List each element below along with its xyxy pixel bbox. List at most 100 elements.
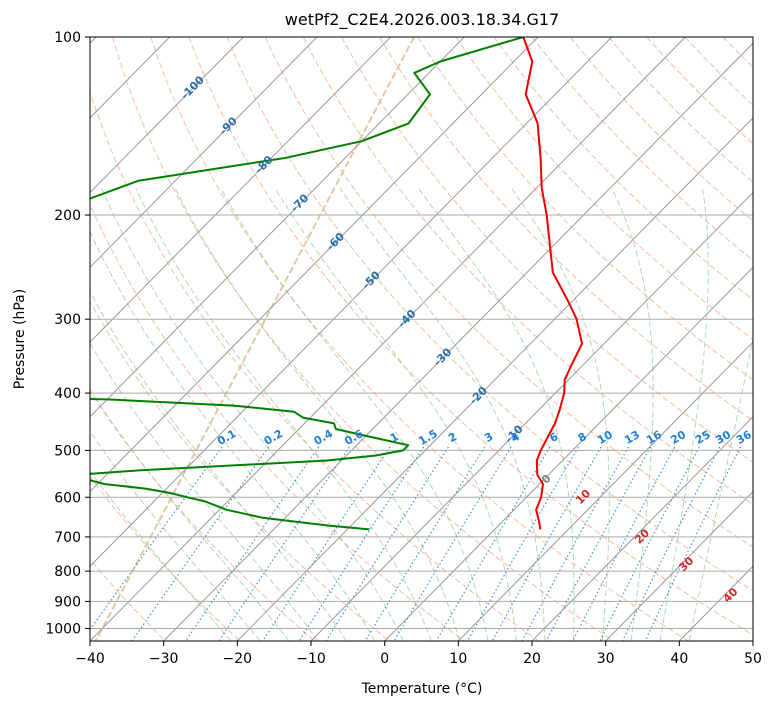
mixing-ratio-label: 25 xyxy=(693,428,713,447)
y-tick-label: 100 xyxy=(54,30,81,46)
moist-adiabat-line xyxy=(90,342,319,641)
isotherm-line xyxy=(163,42,753,641)
moist-adiabat-line xyxy=(90,388,290,641)
mixing-ratio-line xyxy=(644,446,742,641)
y-tick-label: 800 xyxy=(54,564,81,580)
moist-adiabat-line xyxy=(274,187,517,641)
mixing-ratio-line xyxy=(131,446,270,641)
isotherm-line xyxy=(605,490,753,641)
y-tick-label: 1000 xyxy=(45,621,81,637)
dry-adiabat-line xyxy=(90,475,241,641)
y-tick-label: 500 xyxy=(54,443,81,459)
inline-labels: -100-90-80-70-60-50-40-30-20-100.1 0.2 0.4… xyxy=(178,73,754,605)
dry-adiabat-line xyxy=(90,300,390,641)
isotherm-line xyxy=(90,37,392,343)
mixing-ratio-line xyxy=(572,446,676,641)
moist-adiabat-line xyxy=(90,430,261,641)
dry-adiabat-line xyxy=(112,37,614,641)
mixing-ratio-line xyxy=(621,446,721,641)
dry-adiabat-line xyxy=(226,37,753,592)
mixing-ratio-label: 10 xyxy=(595,428,615,447)
x-tick-label: 10 xyxy=(449,651,467,667)
y-tick-label: 200 xyxy=(54,208,81,224)
dry-adiabat-line xyxy=(264,37,753,548)
x-tick-label: −40 xyxy=(75,651,105,667)
mixing-ratio-label: 3 xyxy=(482,430,495,445)
x-tick-label: −30 xyxy=(149,651,179,667)
isotherm-line xyxy=(384,266,753,641)
reference-curve xyxy=(94,37,415,641)
mixing-ratio-label: 2 xyxy=(446,430,459,445)
y-axis-title: Pressure (hPa) xyxy=(12,289,28,389)
dry-adiabat-line xyxy=(302,37,753,505)
dry-adiabat-line xyxy=(493,37,753,301)
moist-adiabat-line xyxy=(220,187,489,641)
isotherm-line xyxy=(236,117,753,641)
dry-adiabat-line xyxy=(188,37,753,636)
mixing-ratio-line xyxy=(90,446,223,631)
moist-adiabat-line xyxy=(339,187,546,641)
plot-frame xyxy=(89,36,754,642)
mixing-ratio-line xyxy=(521,446,629,641)
dry-adiabat-line xyxy=(608,37,753,183)
isotherm-line xyxy=(90,37,244,194)
mixing-ratio-line xyxy=(262,446,391,641)
dry-adiabat-line xyxy=(90,203,465,641)
y-tick-label: 300 xyxy=(54,312,81,328)
dry-adiabat-line xyxy=(646,37,753,145)
x-axis-ticks: −40 −30 −20 −10 0 10 20 30 40 50 xyxy=(75,641,762,667)
series-layer xyxy=(90,37,583,531)
x-tick-label: −20 xyxy=(223,651,253,667)
chart-title: wetPf2_C2E4.2026.003.18.34.G17 xyxy=(285,10,559,30)
dry-adiabat-line xyxy=(455,37,753,341)
mixing-ratio-label: 20 xyxy=(668,428,688,447)
moist-adiabat-line xyxy=(101,187,404,641)
mixing-ratio-label: 16 xyxy=(644,428,664,447)
moist-adiabat-line xyxy=(135,187,432,641)
dry-adiabat-line xyxy=(761,37,775,641)
dry-adiabat-line xyxy=(417,37,753,381)
x-axis-title: Temperature (°C) xyxy=(361,681,483,697)
isotherm-line xyxy=(90,37,539,493)
moist-adiabat-line xyxy=(659,187,709,641)
moist-adiabat-line xyxy=(417,187,575,641)
mixing-ratio-label: 36 xyxy=(734,428,754,447)
moist-adiabat-line xyxy=(90,470,232,641)
x-tick-label: −10 xyxy=(296,651,326,667)
x-tick-label: 40 xyxy=(670,651,688,667)
mixing-ratio-line xyxy=(364,446,486,641)
dewpoint-profile-line xyxy=(90,37,524,531)
background-lines xyxy=(90,37,775,641)
dry-adiabat-line xyxy=(379,37,753,422)
moist-adiabat-line xyxy=(688,335,753,641)
mixing-ratio-line xyxy=(298,446,425,641)
moist-adiabat-line xyxy=(90,230,376,641)
x-tick-label: 30 xyxy=(597,651,615,667)
mixing-ratio-label: 8 xyxy=(576,430,589,445)
dry-adiabat-line xyxy=(341,37,753,463)
mixing-ratio-label: 0.6 xyxy=(342,427,366,448)
isotherm-line xyxy=(90,37,465,418)
isotherm-line xyxy=(457,341,753,641)
dry-adiabat-label: 0 xyxy=(539,472,554,487)
mixing-ratio-line xyxy=(185,446,320,641)
mixing-ratio-line xyxy=(466,446,579,641)
x-tick-label: 20 xyxy=(523,651,541,667)
moist-adiabat-line xyxy=(511,187,610,641)
mixing-ratio-line xyxy=(599,446,700,641)
mixing-ratio-line xyxy=(393,446,512,641)
y-tick-label: 700 xyxy=(54,530,81,546)
y-tick-label: 600 xyxy=(54,490,81,506)
moist-adiabat-line xyxy=(174,187,461,641)
isotherm-line xyxy=(531,416,753,641)
isotherm-line xyxy=(90,37,686,641)
isotherm-line xyxy=(90,37,613,567)
x-tick-label: 0 xyxy=(380,651,389,667)
mixing-ratio-label: 6 xyxy=(547,430,560,445)
mixing-ratio-label: 13 xyxy=(622,428,642,447)
isotherm-line xyxy=(90,37,318,269)
dry-adiabat-line xyxy=(531,37,753,261)
dry-adiabat-line xyxy=(722,37,753,68)
mixing-ratio-line xyxy=(491,446,602,641)
